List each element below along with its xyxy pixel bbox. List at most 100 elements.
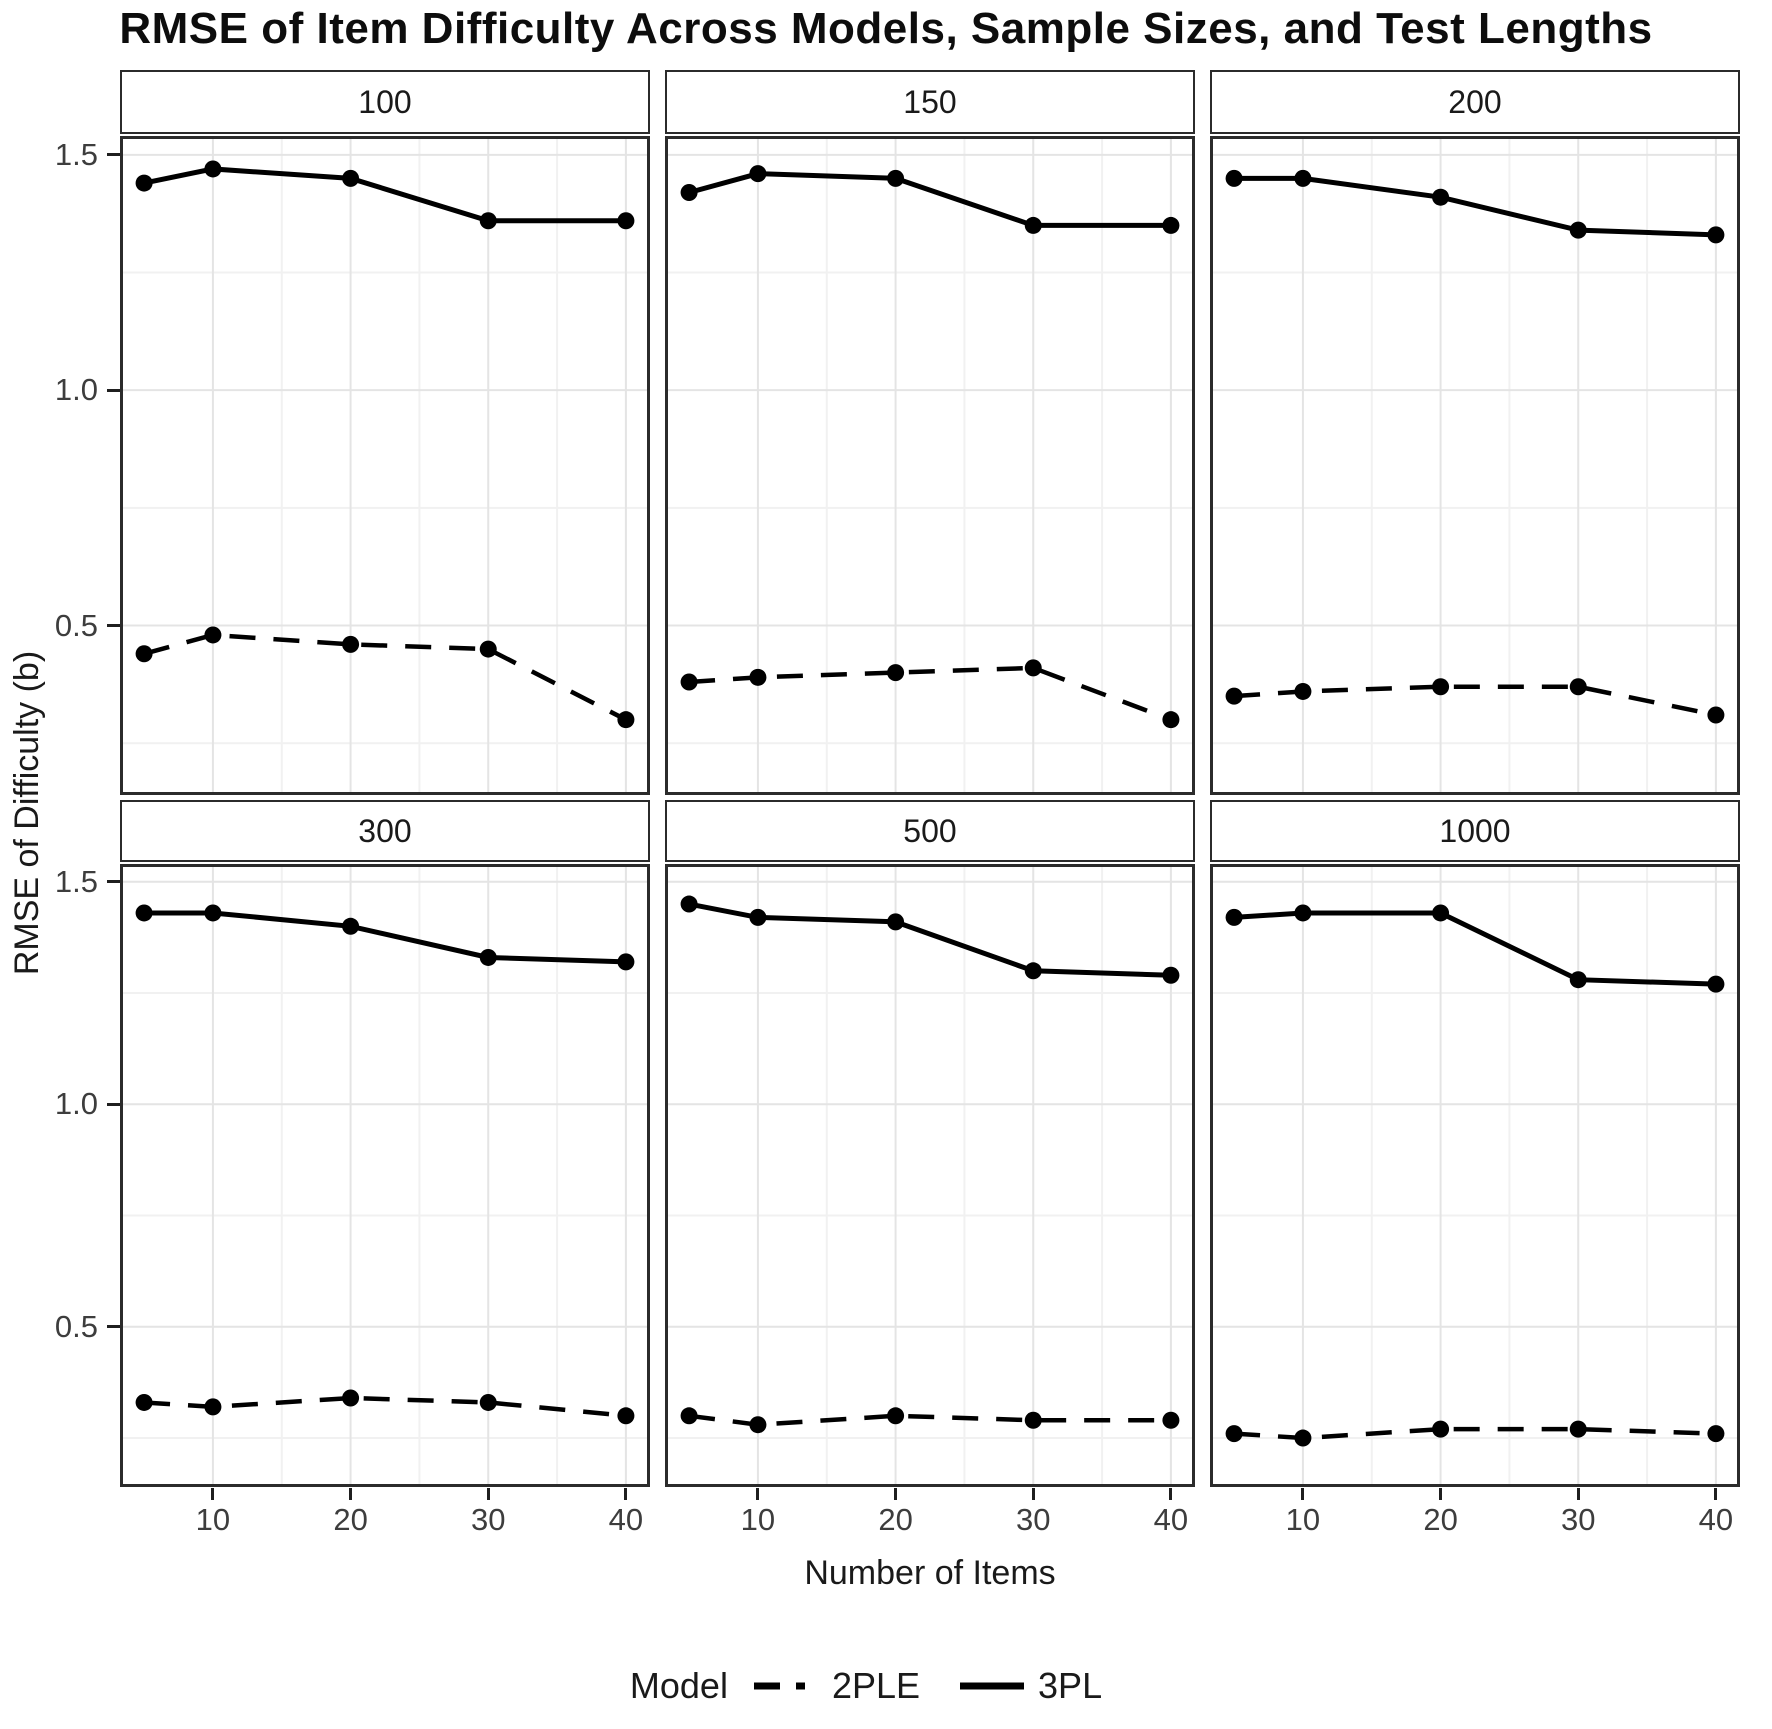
x-tick-mark [624, 1488, 628, 1500]
data-point-2ple [1162, 711, 1180, 729]
facet-panel-100: 100 [120, 70, 650, 795]
series-2ple-line [688, 1413, 1171, 1427]
data-point-3pl [1432, 188, 1450, 206]
data-point-3pl [342, 169, 360, 187]
x-tick-label: 40 [608, 1502, 644, 1537]
x-tick-mark [1031, 1488, 1035, 1500]
data-point-2ple [479, 640, 497, 658]
facet-strip-label: 300 [120, 800, 650, 862]
y-tick-mark [107, 388, 120, 392]
facet-strip-label: 150 [665, 70, 1195, 134]
y-tick-label: 1.5 [54, 863, 98, 899]
x-axis-label: Number of Items [804, 1554, 1056, 1592]
y-axis-label: RMSE of Difficulty (b) [8, 650, 46, 976]
y-tick-mark [107, 1325, 120, 1329]
data-point-2ple [1432, 678, 1450, 696]
data-point-2ple [1225, 687, 1243, 705]
y-tick-label: 1.5 [54, 136, 98, 172]
data-point-3pl [1294, 904, 1312, 922]
data-point-2ple [1294, 682, 1312, 700]
data-point-2ple [1569, 678, 1587, 696]
data-point-2ple [1162, 1411, 1180, 1429]
series-2ple-line [143, 1395, 627, 1419]
data-point-3pl [617, 953, 635, 971]
data-point-2ple [887, 664, 905, 682]
facet-panel-500: 500 [665, 800, 1195, 1487]
x-tick-label: 30 [1560, 1502, 1596, 1537]
data-point-3pl [204, 160, 222, 178]
x-tick-label: 20 [1423, 1502, 1458, 1537]
data-point-3pl [1707, 226, 1725, 244]
data-point-3pl [1707, 975, 1725, 993]
facet-strip-label: 200 [1210, 70, 1740, 134]
facet-panel-1000: 1000 [1210, 800, 1740, 1487]
data-point-2ple [1432, 1420, 1450, 1438]
facet-plot [120, 136, 650, 795]
data-point-2ple [617, 711, 635, 729]
data-point-3pl [1432, 904, 1450, 922]
data-point-3pl [887, 913, 905, 931]
x-tick-label: 20 [878, 1502, 913, 1537]
x-tick-mark [1439, 1488, 1443, 1500]
facet-panel-150: 150 [665, 70, 1195, 795]
solid-line-icon [960, 1682, 1025, 1690]
x-tick-mark [1576, 1488, 1580, 1500]
facet-strip-label: 1000 [1210, 800, 1740, 862]
series-2ple-line [1233, 684, 1717, 718]
data-point-2ple [1024, 659, 1042, 677]
y-tick-label: 1.0 [54, 372, 98, 408]
data-point-2ple [204, 1398, 222, 1416]
y-tick-label: 1.0 [54, 1086, 98, 1122]
x-tick-label: 10 [195, 1502, 231, 1537]
data-point-3pl [1569, 971, 1587, 989]
facet-panel-200: 200 [1210, 70, 1740, 795]
x-tick-label: 10 [740, 1502, 776, 1537]
y-tick-mark [107, 1102, 120, 1106]
series-2ple-line [143, 632, 627, 722]
data-point-3pl [479, 212, 497, 230]
data-point-2ple [204, 626, 222, 644]
y-tick-mark [107, 153, 120, 157]
y-tick-label: 0.5 [54, 1308, 98, 1344]
series-2ple-line [688, 665, 1172, 722]
data-point-2ple [680, 673, 698, 691]
facet-plot [1210, 136, 1740, 795]
data-point-3pl [1162, 966, 1180, 984]
data-point-2ple [1024, 1411, 1042, 1429]
data-point-2ple [749, 668, 767, 686]
data-point-3pl [135, 904, 153, 922]
data-point-2ple [135, 645, 153, 663]
data-point-3pl [1162, 216, 1180, 234]
x-tick-mark [1301, 1488, 1305, 1500]
data-point-3pl [204, 904, 222, 922]
data-point-2ple [479, 1393, 497, 1411]
data-point-3pl [1225, 169, 1243, 187]
chart-title: RMSE of Item Difficulty Across Models, S… [119, 4, 1653, 53]
data-point-3pl [135, 174, 153, 192]
x-tick-mark [486, 1488, 490, 1500]
legend-title: Model [629, 1665, 728, 1706]
data-point-2ple [342, 1389, 360, 1407]
x-tick-mark [756, 1488, 760, 1500]
data-point-3pl [342, 917, 360, 935]
data-point-3pl [680, 183, 698, 201]
data-point-2ple [1707, 1425, 1725, 1443]
x-tick-label: 10 [1285, 1502, 1321, 1537]
x-tick-label: 30 [470, 1502, 506, 1537]
facet-plot [1210, 864, 1740, 1487]
data-point-2ple [749, 1416, 767, 1434]
facet-strip-label: 500 [665, 800, 1195, 862]
x-tick-label: 30 [1015, 1502, 1051, 1537]
data-point-3pl [749, 165, 767, 183]
facet-plot [665, 136, 1195, 795]
data-point-3pl [1569, 221, 1587, 239]
data-point-2ple [342, 635, 360, 653]
x-tick-label: 40 [1153, 1502, 1189, 1537]
data-point-2ple [617, 1407, 635, 1425]
x-tick-mark [894, 1488, 898, 1500]
y-tick-label: 0.5 [54, 607, 98, 643]
series-3pl-line [1233, 910, 1716, 987]
data-point-2ple [1707, 706, 1725, 724]
facet-strip-label: 100 [120, 70, 650, 134]
data-point-2ple [135, 1393, 153, 1411]
